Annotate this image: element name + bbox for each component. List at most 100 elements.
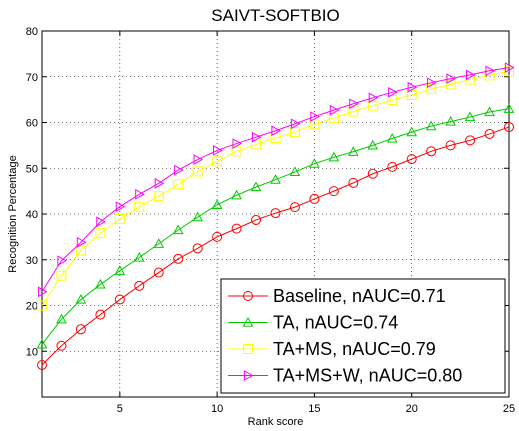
series-3 bbox=[37, 66, 514, 311]
data-point bbox=[328, 151, 340, 162]
data-point bbox=[290, 118, 301, 130]
data-point bbox=[95, 278, 106, 289]
data-point bbox=[231, 189, 242, 200]
data-point bbox=[231, 223, 242, 234]
data-point bbox=[56, 313, 67, 324]
data-point bbox=[135, 188, 145, 200]
data-point bbox=[213, 145, 223, 156]
data-point bbox=[173, 179, 184, 190]
series-1 bbox=[37, 122, 514, 370]
data-point bbox=[212, 156, 223, 167]
legend-entry: Baseline, nAUC=0.71 bbox=[228, 286, 446, 306]
data-point bbox=[328, 186, 339, 197]
data-point bbox=[310, 111, 320, 122]
series-line bbox=[41, 108, 510, 345]
data-point bbox=[446, 73, 457, 84]
y-tick-label: 30 bbox=[26, 255, 38, 267]
data-point bbox=[96, 216, 106, 228]
y-tick-label: 70 bbox=[26, 72, 38, 84]
data-point bbox=[387, 95, 398, 106]
data-point bbox=[386, 132, 398, 143]
data-point bbox=[309, 158, 320, 168]
data-point bbox=[329, 104, 340, 116]
data-point bbox=[173, 253, 184, 264]
legend-entry: TA+MS+W, nAUC=0.80 bbox=[228, 366, 462, 386]
legend-swatch-marker bbox=[242, 316, 254, 327]
data-point bbox=[465, 69, 476, 81]
data-point bbox=[251, 131, 262, 143]
legend-entry: TA, nAUC=0.74 bbox=[228, 313, 398, 333]
data-point bbox=[114, 294, 125, 305]
data-point bbox=[465, 135, 476, 146]
data-point bbox=[406, 154, 417, 165]
data-point bbox=[289, 127, 300, 138]
data-point bbox=[37, 359, 47, 370]
data-point bbox=[95, 228, 106, 239]
data-point bbox=[309, 193, 320, 204]
legend-box bbox=[220, 278, 506, 394]
data-point bbox=[75, 294, 87, 304]
data-point bbox=[56, 270, 67, 281]
legend-entry: TA+MS, nAUC=0.79 bbox=[228, 339, 436, 359]
data-point bbox=[56, 340, 67, 351]
series-line bbox=[41, 126, 510, 366]
x-tick-label: 25 bbox=[503, 403, 515, 415]
legend-swatch-marker bbox=[243, 291, 253, 301]
data-point bbox=[153, 267, 164, 278]
y-tick-label: 20 bbox=[26, 301, 38, 313]
legend-label: TA, nAUC=0.74 bbox=[273, 313, 398, 333]
data-point bbox=[349, 98, 359, 110]
data-point bbox=[427, 77, 437, 89]
data-point bbox=[270, 174, 281, 184]
data-point bbox=[367, 168, 378, 179]
data-point bbox=[192, 166, 203, 177]
data-point bbox=[76, 237, 87, 248]
data-point bbox=[289, 166, 301, 177]
data-point bbox=[75, 245, 86, 256]
data-point bbox=[503, 103, 515, 113]
data-point bbox=[232, 138, 243, 149]
data-point bbox=[133, 251, 145, 262]
data-point bbox=[347, 146, 359, 156]
x-tick-label: 15 bbox=[308, 403, 320, 415]
legend-swatch-marker bbox=[243, 370, 254, 381]
data-point bbox=[484, 128, 495, 139]
y-tick-label: 40 bbox=[26, 209, 38, 221]
legend-label: Baseline, nAUC=0.71 bbox=[273, 286, 446, 306]
data-point bbox=[192, 243, 203, 254]
data-point bbox=[172, 224, 184, 235]
y-tick-label: 10 bbox=[26, 346, 38, 358]
data-point bbox=[212, 231, 223, 242]
data-point bbox=[406, 90, 417, 101]
x-tick-label: 20 bbox=[406, 403, 418, 415]
data-point bbox=[36, 338, 48, 349]
data-point bbox=[367, 139, 379, 150]
data-point bbox=[211, 199, 223, 209]
data-point bbox=[504, 122, 514, 133]
series-layer bbox=[36, 62, 515, 370]
series-line bbox=[41, 70, 510, 306]
y-tick-label: 60 bbox=[26, 118, 38, 130]
data-point bbox=[504, 66, 514, 77]
data-point bbox=[309, 119, 320, 130]
data-point bbox=[485, 65, 496, 77]
data-point bbox=[154, 177, 165, 189]
legend: Baseline, nAUC=0.71 TA, nAUC=0.74 TA+MS, n… bbox=[220, 278, 506, 394]
legend-label: TA+MS, nAUC=0.79 bbox=[273, 339, 436, 359]
data-point bbox=[445, 140, 456, 151]
data-point bbox=[367, 100, 378, 111]
series-4 bbox=[37, 62, 515, 298]
data-point bbox=[406, 126, 418, 137]
data-point bbox=[75, 324, 86, 335]
data-point bbox=[348, 177, 359, 188]
legend-label: TA+MS+W, nAUC=0.80 bbox=[273, 366, 462, 386]
data-point bbox=[115, 201, 126, 213]
data-point bbox=[271, 125, 282, 137]
data-point bbox=[95, 309, 106, 320]
x-tick-label: 5 bbox=[117, 403, 123, 415]
x-tick-label: 10 bbox=[211, 403, 223, 415]
data-point bbox=[270, 208, 281, 219]
data-point bbox=[57, 255, 67, 267]
data-point bbox=[289, 202, 300, 213]
